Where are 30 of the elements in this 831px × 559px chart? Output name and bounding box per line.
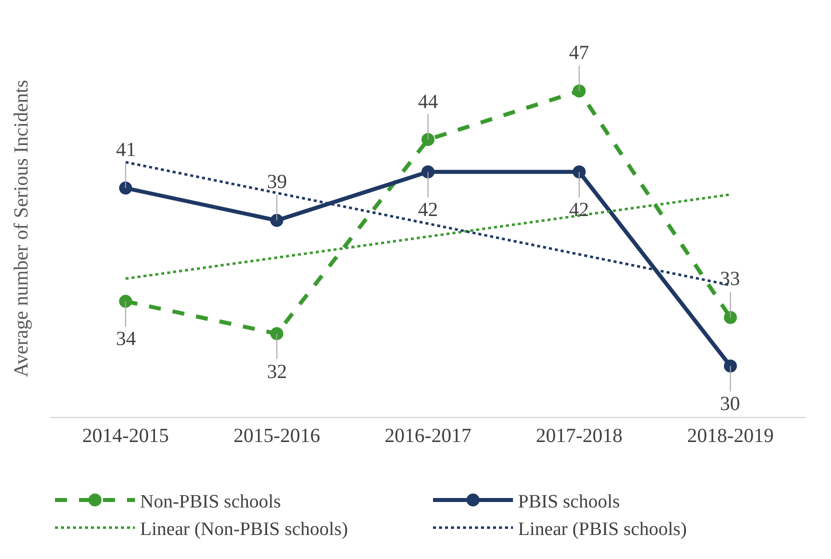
point [270,214,284,227]
data-label: 30 [720,393,740,415]
x-tick-label: 2014-2015 [82,425,169,447]
point [572,165,586,178]
point [572,84,586,98]
data-label: 44 [418,91,438,113]
point [270,327,284,340]
data-label: 47 [569,42,589,64]
point [724,360,737,372]
x-tick-label: 2016-2017 [384,425,472,447]
data-label: 42 [569,199,589,221]
x-tick-label: 2017-2018 [536,425,623,447]
point [724,310,737,324]
legend-label: Linear (PBIS schools) [518,519,687,540]
legend-label: PBIS schools [518,491,620,512]
point [422,133,434,146]
legend-label: Linear (Non-PBIS schools) [140,519,348,540]
point [119,182,132,195]
x-tick-label: 2018-2019 [687,425,774,447]
point [119,294,132,308]
legend-label: Non-PBIS schools [140,491,281,512]
y-axis-title: Average number of Serious Incidents [10,80,32,378]
data-label: 34 [116,328,136,350]
x-tick-label: 2015-2016 [233,425,320,447]
data-label: 42 [418,199,438,221]
data-label: 39 [267,171,287,193]
point [422,165,434,178]
data-label: 33 [720,268,740,290]
data-label: 41 [116,139,136,161]
data-label: 32 [267,361,287,383]
